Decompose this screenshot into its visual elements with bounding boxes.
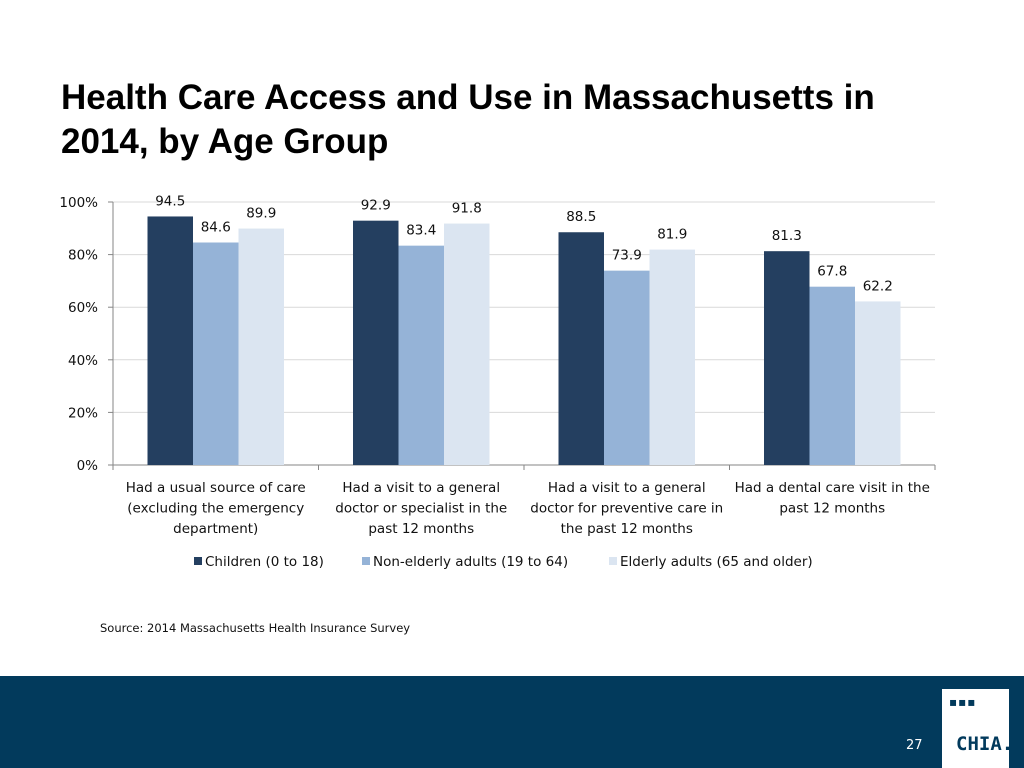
category-label: doctor or specialist in the xyxy=(335,501,507,517)
legend-swatch xyxy=(194,557,202,565)
category-label: past 12 months xyxy=(368,521,474,537)
legend-swatch xyxy=(362,557,370,565)
legend-label: Elderly adults (65 and older) xyxy=(620,554,813,570)
bar xyxy=(147,216,193,465)
data-label: 94.5 xyxy=(155,193,185,209)
y-tick-label: 0% xyxy=(77,458,99,474)
y-tick-label: 20% xyxy=(68,405,98,421)
y-tick-label: 100% xyxy=(59,195,98,211)
data-label: 81.9 xyxy=(657,227,687,243)
footer-bar xyxy=(0,676,1024,768)
category-label: Had a visit to a general xyxy=(548,480,706,496)
slide-title: Health Care Access and Use in Massachuse… xyxy=(61,78,875,161)
bar xyxy=(558,232,604,465)
y-tick-label: 80% xyxy=(68,248,98,264)
bar xyxy=(855,301,901,465)
data-label: 88.5 xyxy=(566,209,596,225)
data-label: 83.4 xyxy=(406,223,436,239)
page-number: 27 xyxy=(906,738,923,753)
y-tick-label: 60% xyxy=(68,300,98,316)
bar xyxy=(764,251,810,465)
bar xyxy=(353,220,399,465)
data-label: 67.8 xyxy=(817,264,847,280)
data-label: 89.9 xyxy=(246,206,276,222)
y-tick-label: 40% xyxy=(68,353,98,369)
data-label: 92.9 xyxy=(361,198,391,214)
category-label: past 12 months xyxy=(779,501,885,517)
data-label: 84.6 xyxy=(201,220,231,236)
bar xyxy=(398,245,444,465)
legend-swatch xyxy=(609,557,617,565)
data-label: 81.3 xyxy=(772,228,802,244)
bar xyxy=(444,223,490,465)
category-label: Had a dental care visit in the xyxy=(735,480,930,496)
category-label: Had a visit to a general xyxy=(342,480,500,496)
chia-logo: ▪▪▪ CHIA. xyxy=(942,689,1013,768)
data-label: 62.2 xyxy=(863,278,893,294)
category-label: Had a usual source of care xyxy=(126,480,306,496)
source-note: Source: 2014 Massachusetts Health Insura… xyxy=(100,621,411,635)
bar xyxy=(238,228,284,465)
category-label: department) xyxy=(173,521,258,537)
bar xyxy=(649,249,695,465)
bar xyxy=(193,242,239,465)
category-label: (excluding the emergency xyxy=(127,501,304,517)
category-label: the past 12 months xyxy=(561,521,693,537)
data-label: 91.8 xyxy=(452,201,482,217)
bar-chart: 0% 20% 40% 60% 80% 100% 94.5 92.9 88.5 81.3 84.6 83… xyxy=(59,193,936,570)
bar xyxy=(809,286,855,465)
legend-label: Children (0 to 18) xyxy=(205,554,324,570)
logo-dots: ▪▪▪ xyxy=(949,695,977,709)
legend-label: Non-elderly adults (19 to 64) xyxy=(373,554,568,570)
data-label: 73.9 xyxy=(612,248,642,264)
bar xyxy=(604,270,650,465)
logo-text: CHIA. xyxy=(956,733,1014,755)
category-label: doctor for preventive care in xyxy=(530,501,723,517)
